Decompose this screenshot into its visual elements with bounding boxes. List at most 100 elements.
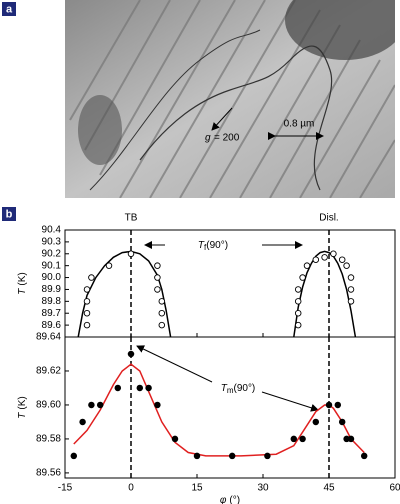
data-point [83,298,91,305]
data-point [330,250,337,258]
annotation: Disl. [319,213,338,224]
y-axis-label: T (K) [17,272,28,294]
arrow-label-sub: m [227,386,234,395]
x-tick-label: 15 [191,483,203,494]
y-tick-label: 89.64 [36,332,61,343]
data-point [303,262,311,269]
y-tick-label: 89.60 [36,400,61,411]
data-point [294,309,302,317]
data-point [347,435,355,443]
data-point [105,262,113,269]
y-tick-label: 89.58 [36,434,61,445]
data-point [325,401,333,409]
y-label-symbol: T [17,288,28,295]
g-arrow [211,107,233,131]
data-point [70,452,78,460]
y-label-symbol: T [17,412,28,419]
x-label-unit: (°) [229,495,240,504]
data-point [127,250,135,258]
fit-curve [293,250,357,338]
data-point [299,274,306,281]
arrow-label-rest: (90°) [233,383,255,394]
data-point [264,452,271,460]
arrow [261,391,319,412]
y-tick-label: 90.3 [42,237,62,248]
data-point [96,401,104,409]
y-tick-label: 90.4 [42,225,62,236]
data-point [338,418,346,426]
arrow-label-rest: (90°) [206,240,228,251]
annotation: TB [125,213,138,224]
data-point [145,384,152,392]
y-tick-label: 90.1 [42,260,62,271]
panel-label: a [6,3,13,15]
g-value: = 200 [214,133,240,144]
data-point [360,452,368,460]
data-point [343,262,350,269]
data-point [154,286,161,293]
data-point [299,435,306,443]
y-tick-label: 89.9 [42,284,62,295]
x-tick-label: 0 [128,483,134,494]
y-tick-label: 89.6 [42,320,62,331]
data-point [294,286,302,293]
data-point [154,401,161,409]
micrograph [65,0,395,198]
data-point [158,321,166,329]
data-point [228,452,236,460]
y-axis-label: T (K) [17,396,28,418]
data-point [347,274,355,281]
data-point [154,274,161,281]
data-point [154,262,161,269]
y-tick-label: 89.56 [36,468,61,479]
data-point [83,309,91,317]
data-point [171,435,179,443]
fit-curve [77,250,172,338]
data-point [127,350,135,358]
g-symbol: g [205,133,211,144]
arrow-label-symbol: T [221,383,228,394]
arrow [136,345,213,383]
data-point [338,256,346,263]
data-point [79,418,86,426]
plot-frame [64,336,396,479]
data-point [158,309,166,317]
y-tick-label: 90.0 [42,272,62,283]
y-tick-label: 89.62 [36,366,61,377]
data-point [83,286,91,293]
data-point [290,435,298,443]
x-axis-label: φ (°) [220,495,240,504]
panel-badge [2,2,16,16]
scale-label: 0.8 µm [284,119,315,130]
data-point [334,401,342,409]
data-point [158,298,166,305]
data-point [88,274,95,281]
arrow-label-symbol: T [198,240,205,251]
y-tick-label: 89.8 [42,296,62,307]
data-point [294,321,302,329]
x-tick-label: 60 [389,483,400,494]
arrow-label: Tm(90°) [221,383,256,395]
fit-curve [73,363,365,457]
x-tick-label: -15 [58,483,73,494]
y-tick-label: 89.7 [42,308,62,319]
arrow-label: Tf(90°) [198,240,228,252]
data-point [321,254,328,261]
x-label-symbol: φ [220,495,227,504]
y-label-unit: (K) [17,396,28,409]
x-tick-label: 30 [257,483,269,494]
panel-label: b [6,208,13,220]
data-point [312,256,320,263]
data-point [114,384,122,392]
data-point [312,418,320,426]
data-point [136,384,144,392]
data-point [83,321,91,329]
x-tick-label: 45 [323,483,335,494]
data-point [294,298,302,305]
arrow-label-sub: f [204,243,207,252]
panel-badge [2,207,16,221]
y-tick-label: 90.2 [42,248,62,259]
data-point [193,452,201,460]
y-label-unit: (K) [17,272,28,285]
